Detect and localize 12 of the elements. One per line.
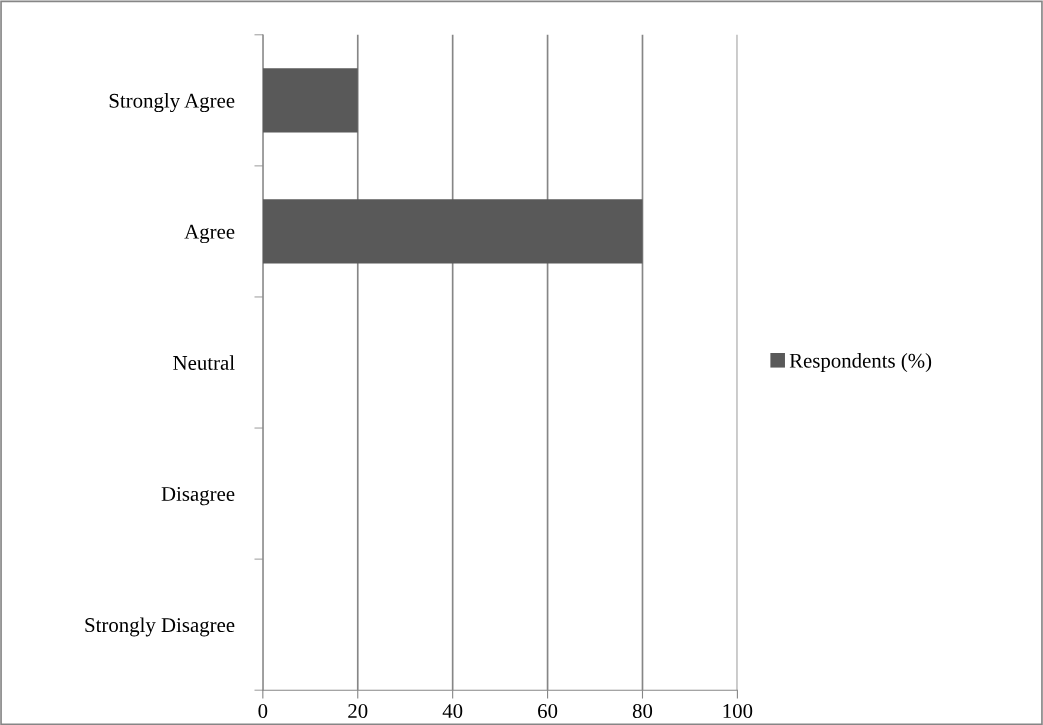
- y-tick-label: Strongly Agree: [109, 93, 235, 113]
- legend-label: Respondents (%): [789, 353, 932, 373]
- y-tick-label: Strongly Disagree: [85, 617, 235, 637]
- y-tick-label: Agree: [184, 224, 235, 244]
- x-tick-label: 40: [442, 704, 463, 719]
- x-tick-label: 80: [632, 704, 653, 719]
- x-tick-label: 60: [538, 704, 558, 719]
- x-tick-label: 0: [258, 704, 268, 719]
- x-tick-label: 100: [723, 704, 753, 719]
- x-tick-label: 20: [348, 704, 368, 719]
- y-tick-label: Neutral: [173, 355, 235, 370]
- y-tick-label: Disagree: [161, 486, 235, 506]
